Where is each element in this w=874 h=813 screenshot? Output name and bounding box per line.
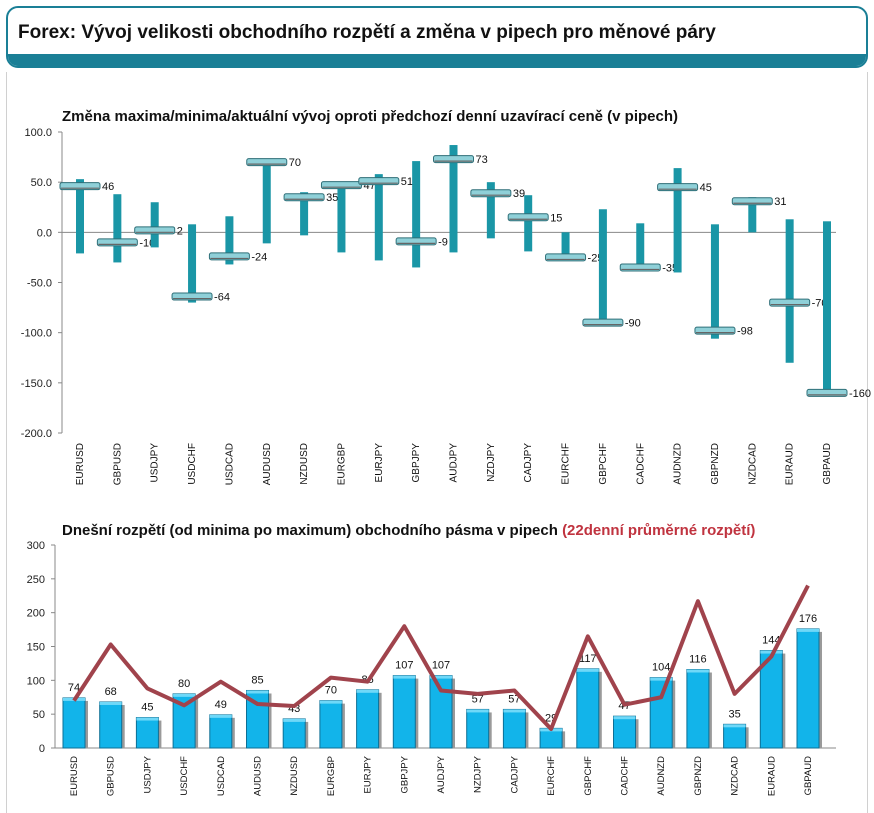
chart2-title: Dnešní rozpětí (od minima po maximum) ob… [62,522,755,539]
header-box: Forex: Vývoj velikosti obchodního rozpět… [6,6,868,68]
header-accent-bar [8,54,866,66]
chart2-title-red: (22denní průměrné rozpětí) [562,522,756,539]
page-title: Forex: Vývoj velikosti obchodního rozpět… [18,22,716,43]
chart2-title-main: Dnešní rozpětí (od minima po maximum) ob… [62,522,558,539]
charts-panel [6,72,868,813]
chart1-title: Změna maxima/minima/aktuální vývoj oprot… [62,108,679,125]
